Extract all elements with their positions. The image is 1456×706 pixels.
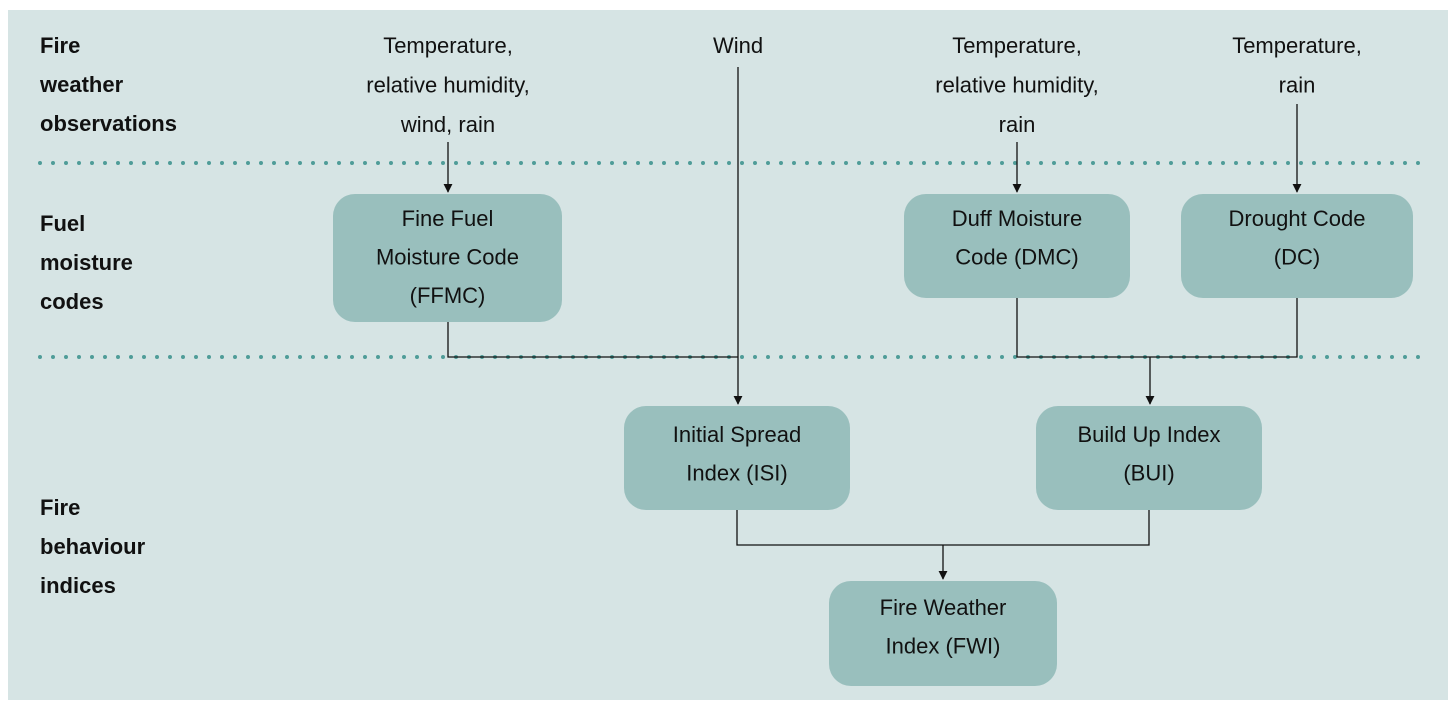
row-label: Fuel [40, 211, 85, 236]
input-label: Temperature, [383, 33, 513, 58]
node-label: Build Up Index [1077, 422, 1220, 447]
node-box [1036, 406, 1262, 510]
input-label: relative humidity, [935, 72, 1098, 97]
node-box [829, 581, 1057, 686]
row-label: Fire [40, 495, 80, 520]
node-label: Code (DMC) [955, 244, 1078, 269]
node-label: (BUI) [1123, 460, 1174, 485]
input-label: relative humidity, [366, 72, 529, 97]
connector [1016, 298, 1298, 358]
node-box [333, 194, 562, 322]
node-label: Initial Spread [673, 422, 801, 447]
node-label: Drought Code [1229, 206, 1366, 231]
node-label: Moisture Code [376, 244, 519, 269]
node-label: (DC) [1274, 244, 1320, 269]
row-label: indices [40, 573, 116, 598]
background-panel [8, 10, 1448, 700]
node-label: Index (ISI) [686, 460, 787, 485]
connector [447, 322, 738, 358]
row-label: observations [40, 111, 177, 136]
input-label: Wind [713, 33, 763, 58]
row-label: codes [40, 289, 104, 314]
row-label: moisture [40, 250, 133, 275]
node-box [1181, 194, 1413, 298]
node-label: Duff Moisture [952, 206, 1082, 231]
node-box [624, 406, 850, 510]
node-label: Fine Fuel [402, 206, 494, 231]
input-label: Temperature, [952, 33, 1082, 58]
node-box [904, 194, 1130, 298]
input-label: rain [1279, 72, 1316, 97]
row-label: Fire [40, 33, 80, 58]
input-label: rain [999, 112, 1036, 137]
connectors [443, 67, 1302, 580]
input-label: Temperature, [1232, 33, 1362, 58]
row-label: behaviour [40, 534, 146, 559]
row-label: weather [39, 72, 124, 97]
node-label: Index (FWI) [886, 633, 1001, 658]
input-label: wind, rain [400, 112, 495, 137]
node-label: Fire Weather [880, 595, 1007, 620]
node-label: (FFMC) [410, 283, 486, 308]
